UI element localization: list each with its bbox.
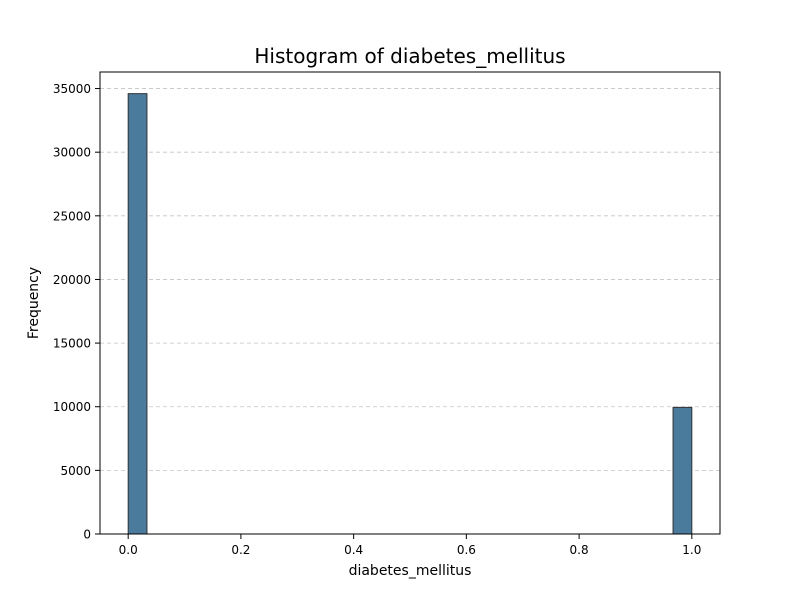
grid-lines	[100, 88, 720, 471]
y-tick-label-1: 5000	[60, 464, 91, 478]
y-axis-label: Frequency	[26, 267, 42, 339]
y-tick-label-6: 30000	[53, 146, 91, 160]
x-tick-label-0: 0.0	[119, 543, 138, 557]
y-tick-label-3: 15000	[53, 337, 91, 351]
y-tick-label-7: 35000	[53, 82, 91, 96]
y-tick-label-0: 0	[83, 528, 91, 542]
x-axis-label: diabetes_mellitus	[349, 563, 472, 579]
x-tick-label-2: 0.4	[344, 543, 363, 557]
y-tick-label-5: 25000	[53, 209, 91, 223]
bars	[127, 93, 693, 535]
x-tick-label-4: 0.8	[570, 543, 589, 557]
chart-title: Histogram of diabetes_mellitus	[254, 44, 565, 68]
histogram-bar-1	[672, 406, 693, 535]
y-tick-label-2: 10000	[53, 400, 91, 414]
y-tick-label-4: 20000	[53, 273, 91, 287]
x-axis-ticks: 0.0 0.2 0.4 0.6 0.8 1.0	[119, 534, 701, 557]
y-axis-ticks: 0 5000 10000 15000 20000 25000 30000 35000	[53, 82, 100, 542]
x-tick-label-5: 1.0	[682, 543, 701, 557]
x-tick-label-1: 0.2	[231, 543, 250, 557]
plot-frame	[99, 71, 721, 535]
x-tick-label-3: 0.6	[457, 543, 476, 557]
histogram-bar-0	[127, 93, 148, 535]
